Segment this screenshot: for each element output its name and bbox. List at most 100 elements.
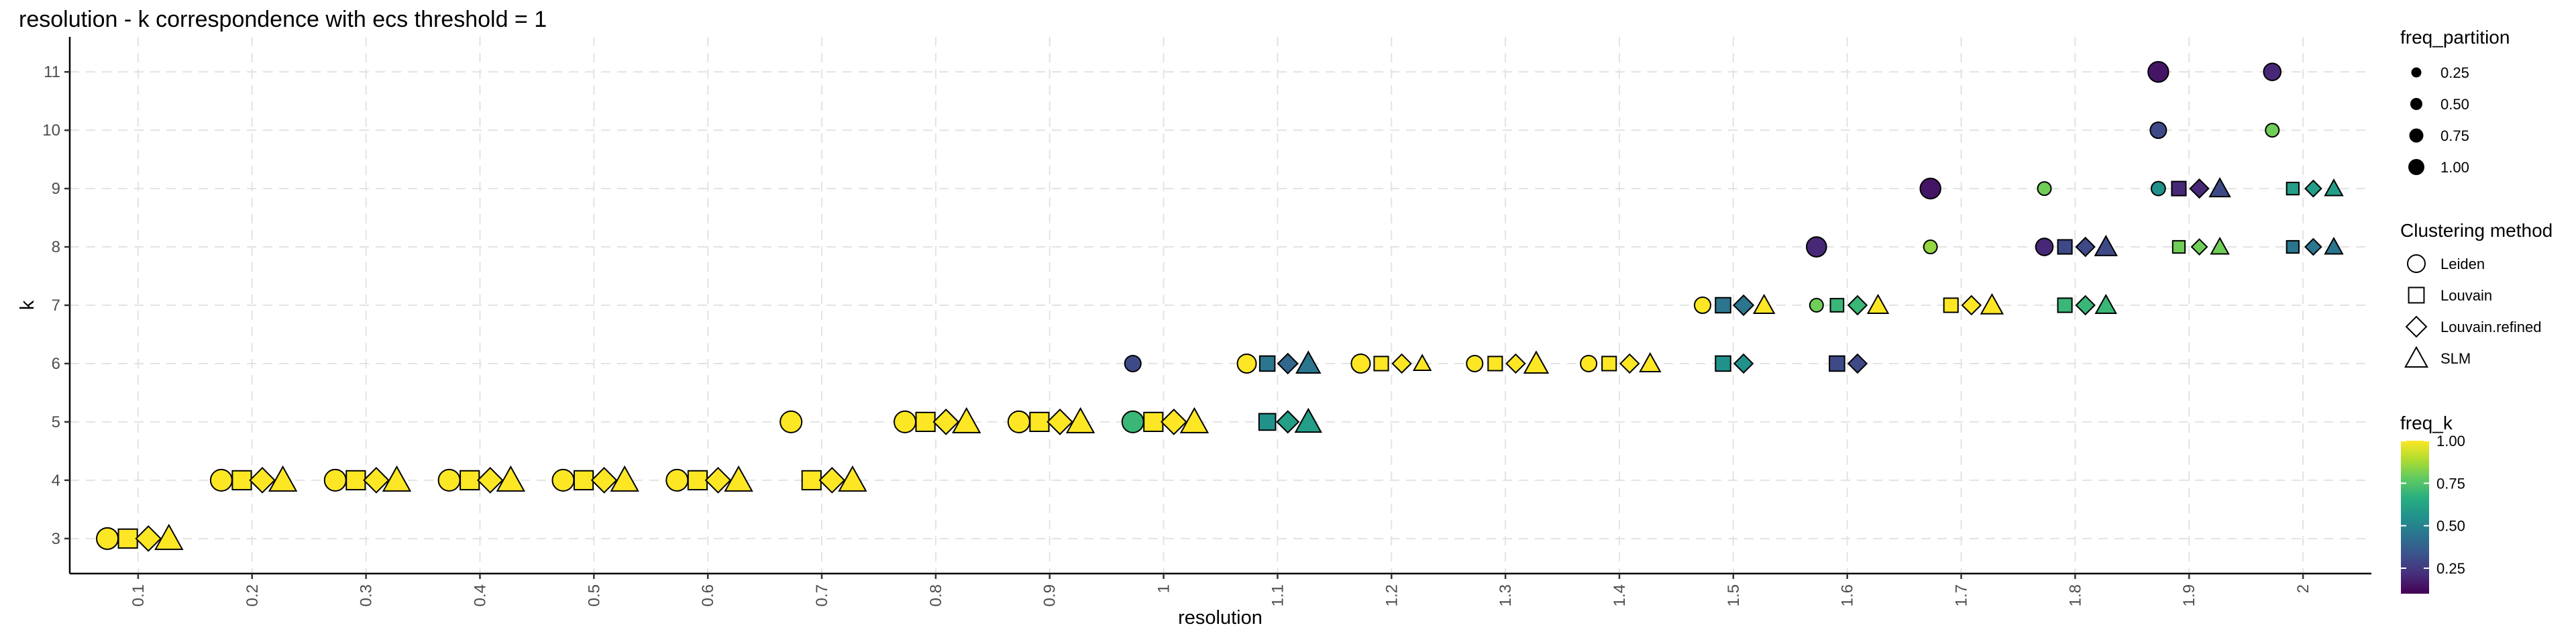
data-point [437, 468, 461, 492]
data-point [2171, 239, 2186, 254]
data-point [2075, 236, 2096, 258]
y-tick-label: 7 [52, 297, 60, 315]
data-point [1866, 293, 1890, 314]
data-point [687, 470, 708, 490]
data-point [1007, 410, 1030, 433]
x-tick-label: 0.5 [585, 584, 603, 606]
data-point [2037, 181, 2052, 197]
data-point [1294, 407, 1322, 433]
data-point [610, 465, 639, 492]
data-point [1732, 294, 1755, 317]
data-point [231, 470, 252, 490]
x-tick-label: 1.3 [1497, 584, 1515, 606]
data-point [2304, 179, 2322, 198]
x-tick-label: 0.6 [699, 584, 717, 606]
x-tick-label: 0.4 [471, 584, 489, 606]
legend-color-title: freq_k [2400, 413, 2453, 433]
data-point [209, 468, 233, 492]
data-point [2265, 123, 2280, 138]
data-point [1258, 413, 1277, 431]
legend-size: freq_partition 0.25 0.50 0.75 1.00 [2400, 27, 2510, 176]
y-tick-label: 9 [52, 180, 60, 198]
legend-color: freq_k 0.25 0.50 0.75 1.00 [2400, 413, 2465, 594]
data-point [2286, 181, 2300, 196]
legend-size-title: freq_partition [2400, 27, 2510, 48]
data-point [1693, 297, 1711, 314]
data-points [96, 60, 2344, 552]
data-point [460, 470, 480, 490]
data-point [1161, 409, 1187, 435]
y-tick-label: 4 [52, 472, 60, 490]
legend-shape-label: Louvain [2440, 287, 2492, 304]
legend-size-label: 0.50 [2440, 96, 2469, 113]
data-point [1639, 352, 1662, 372]
colorbar [2401, 441, 2429, 594]
data-point [476, 467, 504, 494]
x-tick-label: 1.5 [1725, 584, 1743, 606]
data-point [323, 468, 347, 492]
data-point [2304, 237, 2322, 256]
y-tick-label: 5 [52, 413, 60, 431]
data-point [1505, 353, 1526, 374]
legend-size-marker [2411, 67, 2422, 78]
data-point [249, 467, 276, 494]
data-point [1923, 239, 1938, 255]
data-point [117, 528, 138, 549]
data-point [345, 470, 366, 490]
data-point [1029, 411, 1050, 432]
colorbar-label: 0.75 [2436, 475, 2465, 492]
data-point [1258, 355, 1276, 372]
legend-size-marker [2409, 128, 2424, 143]
data-point [2075, 294, 2096, 316]
data-point [801, 470, 822, 490]
x-tick-label: 1 [1155, 584, 1173, 593]
data-point [573, 470, 594, 490]
gridlines [70, 37, 2371, 574]
data-point [2286, 239, 2300, 254]
data-point [2324, 178, 2344, 197]
legend-size-marker [2408, 159, 2424, 175]
data-point [496, 465, 526, 492]
data-point [1236, 353, 1257, 374]
data-point [1065, 407, 1095, 433]
data-point [1601, 356, 1617, 372]
data-point [382, 465, 412, 492]
data-point [1943, 297, 1959, 313]
data-point [1715, 355, 1731, 372]
x-tick-label: 1.7 [1953, 584, 1971, 606]
legend-size-marker [2410, 98, 2422, 110]
legend-size-label: 1.00 [2440, 159, 2469, 176]
x-tick-label: 0.2 [244, 584, 262, 606]
data-point [2208, 177, 2231, 198]
legend-size-label: 0.75 [2440, 127, 2469, 144]
data-point [932, 409, 959, 435]
data-point [1391, 353, 1412, 374]
data-point [818, 467, 846, 494]
data-point [2035, 237, 2054, 256]
data-point [2189, 178, 2210, 199]
data-point [724, 465, 753, 492]
y-tick-label: 3 [52, 530, 60, 548]
data-point [1373, 356, 1389, 372]
data-point [1829, 355, 1845, 372]
data-point [1295, 350, 1322, 374]
legend-shape-title: Clustering method [2400, 220, 2553, 241]
data-point [780, 410, 803, 433]
colorbar-label: 0.50 [2436, 518, 2465, 535]
legend-shape-marker [2404, 345, 2428, 368]
x-tick-label: 2 [2294, 584, 2312, 593]
x-tick-label: 1.8 [2066, 584, 2084, 606]
y-tick-label: 8 [52, 238, 60, 256]
data-point [1143, 411, 1164, 432]
data-point [952, 407, 981, 433]
data-point [1412, 354, 1432, 371]
data-point [268, 465, 298, 492]
y-tick-label: 10 [42, 121, 60, 140]
data-point [96, 527, 119, 550]
data-point [1809, 298, 1824, 313]
data-point [1277, 352, 1299, 375]
colorbar-label: 0.25 [2436, 560, 2465, 577]
x-tick-label: 1.6 [1839, 584, 1857, 606]
x-tick-label: 0.3 [358, 584, 376, 606]
